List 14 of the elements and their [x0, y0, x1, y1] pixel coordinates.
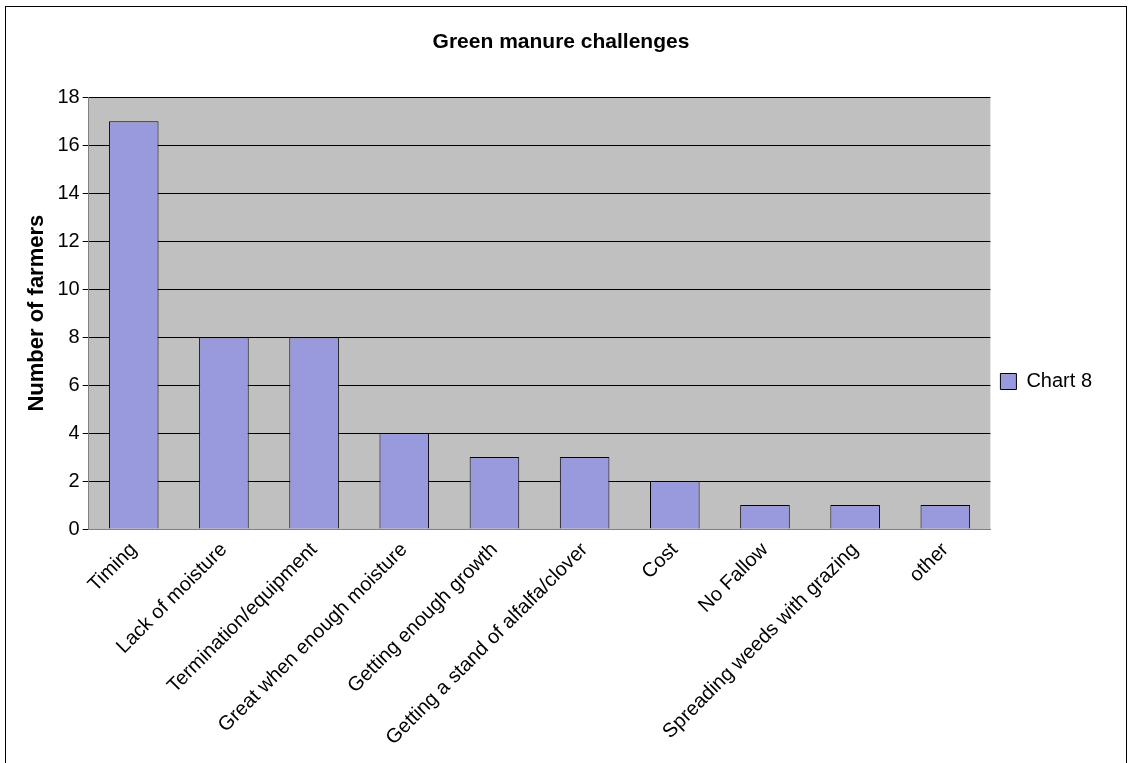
- y-tick-label: 10: [57, 276, 80, 299]
- y-tick-label: 12: [57, 228, 80, 251]
- y-tick-label: 2: [68, 468, 80, 491]
- y-tick-label: 0: [68, 516, 80, 539]
- y-tick-label: 14: [57, 180, 80, 203]
- y-tick-label: 8: [68, 324, 80, 347]
- y-tick-label: 6: [68, 372, 80, 395]
- legend-label: Chart 8: [1026, 369, 1093, 392]
- y-tick-label: 4: [68, 420, 80, 443]
- y-tick-label: 18: [57, 84, 80, 107]
- y-axis-title: Number of farmers: [23, 214, 49, 412]
- x-tick-label: Cost: [636, 537, 682, 583]
- chart-title: Green manure challenges: [432, 29, 690, 53]
- y-tick-label: 16: [57, 132, 80, 155]
